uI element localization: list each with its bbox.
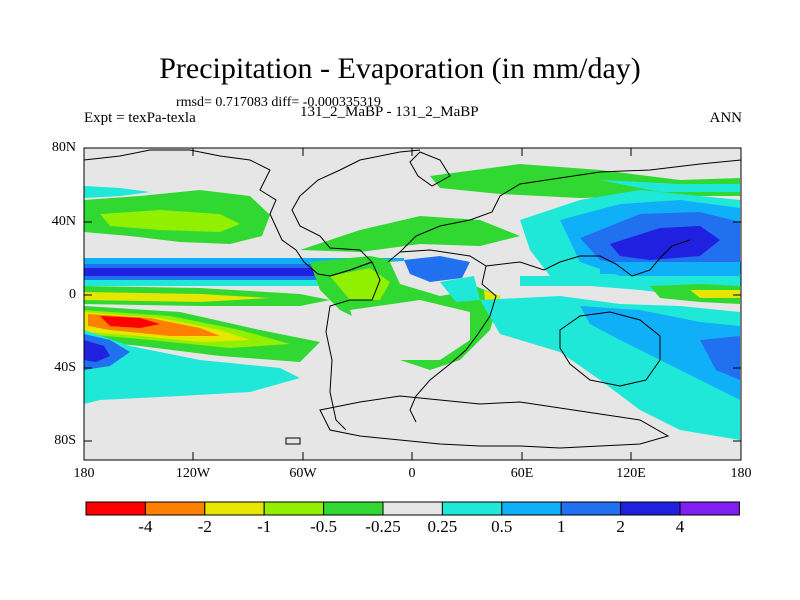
field-s-america-gray — [350, 300, 470, 360]
colorbar-swatch — [441, 501, 503, 516]
colorbar-swatch — [501, 501, 562, 516]
lon-label-0: 0 — [408, 466, 416, 481]
field-eq-yellow — [84, 292, 270, 302]
coastline-asia-south — [485, 239, 691, 277]
colorbar-label: -4 — [138, 517, 153, 536]
field-s-indian-mid — [700, 336, 740, 380]
colorbar-swatch — [382, 501, 443, 516]
lon-label-60w: 60W — [289, 466, 317, 481]
coastline-north-america — [83, 149, 421, 277]
coastline-africa — [387, 249, 497, 423]
colorbar-label: 0.25 — [427, 517, 458, 536]
lat-label-0: 0 — [69, 287, 76, 302]
colorbar-swatch — [263, 501, 325, 516]
field-africa-blue — [404, 256, 470, 282]
coastline-antarctica — [319, 395, 670, 449]
lat-label-80n: 80N — [51, 140, 76, 155]
field-wp-yellow — [690, 290, 740, 298]
colorbar-label: -1 — [257, 517, 272, 536]
field-eq-band-cyan — [84, 280, 404, 286]
rmsd-stats: rmsd= 0.717083 diff= -0.000335319 — [176, 95, 381, 110]
colorbar — [85, 501, 740, 516]
colorbar-swatch — [323, 501, 384, 516]
coastline-greenland — [409, 151, 451, 187]
colorbar-swatch — [144, 501, 206, 516]
field-s-ocean-cyan — [84, 330, 300, 404]
coastline-small-island — [285, 437, 301, 445]
coastline-eurasia — [399, 159, 742, 253]
colorbar-swatch — [85, 501, 146, 516]
coastlines — [83, 149, 742, 449]
lat-label-80s: 80S — [54, 433, 76, 448]
field-wp-band-blue — [600, 262, 741, 274]
field-eq-band-light — [84, 258, 404, 264]
lon-label-60e: 60E — [510, 466, 534, 481]
season-label: ANN — [709, 110, 743, 126]
colorbar-label: -2 — [197, 517, 212, 536]
lon-label-180e: 180 — [730, 466, 752, 481]
lon-label-120w: 120W — [175, 466, 211, 481]
coastline-australia — [559, 311, 661, 387]
field-s-pacific-red — [100, 316, 160, 328]
axis-ticks — [84, 147, 741, 460]
field-eq-band-dark — [84, 268, 314, 276]
field-n-pacific-light — [100, 210, 240, 232]
colorbar-swatch — [620, 501, 681, 516]
field-africa-cyan — [440, 276, 480, 302]
lon-label-180w: 180 — [73, 466, 95, 481]
map-field — [84, 148, 741, 460]
lon-label-120e: 120E — [616, 466, 646, 481]
field-n-atlantic-green — [300, 216, 520, 252]
runs-label: 131_2_MaBP - 131_2_MaBP — [300, 104, 479, 120]
lat-label-40n: 40N — [51, 214, 76, 229]
colorbar-swatch — [679, 501, 740, 516]
field-arctic-cyan — [600, 180, 740, 192]
coastline-south-america — [325, 261, 381, 431]
lat-label-40s: 40S — [54, 360, 76, 375]
colorbar-label: -0.25 — [365, 517, 401, 536]
field-asia-dark — [610, 226, 720, 260]
field-n-pacific-cyan — [84, 186, 150, 198]
colorbar-label: 4 — [675, 517, 685, 536]
field-wp-band-cyan — [520, 276, 741, 286]
experiment-label: Expt = texPa-texla — [84, 110, 196, 126]
colorbar-label: -0.5 — [310, 517, 338, 536]
colorbar-label: 2 — [616, 517, 625, 536]
plot-title: Precipitation - Evaporation (in mm/day) — [159, 52, 641, 85]
colorbar-label: 1 — [556, 517, 566, 536]
colorbar-label: 0.5 — [491, 517, 513, 536]
field-s-ocean-dark — [84, 340, 110, 362]
colorbar-swatch — [560, 501, 622, 516]
colorbar-swatch — [204, 501, 265, 516]
